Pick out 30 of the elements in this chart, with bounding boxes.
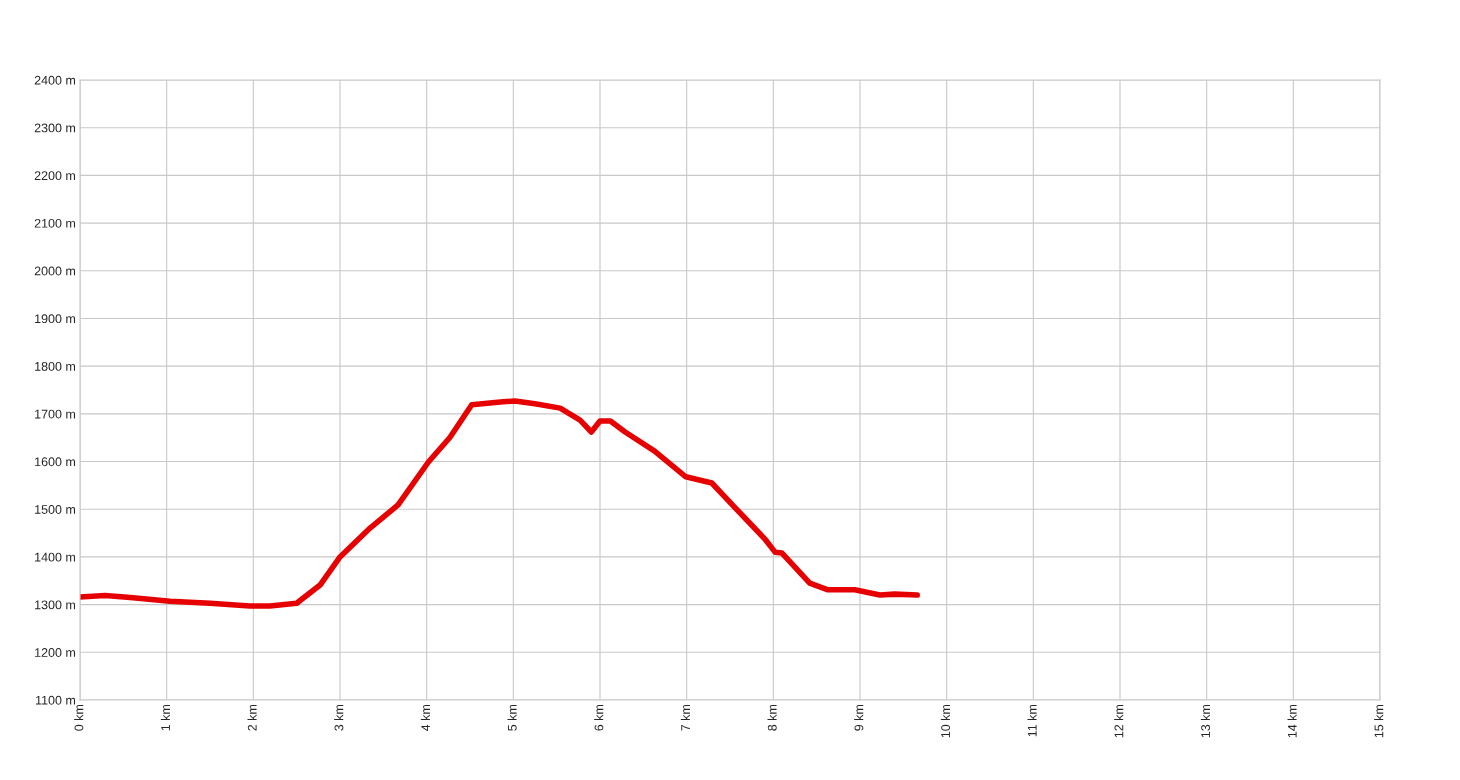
y-tick-label: 1200 m bbox=[35, 648, 76, 657]
x-tick-label: 5 km bbox=[507, 704, 517, 731]
y-tick-label: 2200 m bbox=[34, 171, 76, 181]
x-tick-label: 3 km bbox=[334, 704, 344, 731]
y-tick-label: 2400 m bbox=[34, 75, 76, 85]
x-tick-label: 6 km bbox=[594, 704, 604, 731]
x-tick-label: 14 km bbox=[1287, 704, 1297, 738]
y-tick-label: 1100 m bbox=[36, 695, 76, 705]
y-tick-label: 1600 m bbox=[35, 457, 76, 467]
y-tick-label: 2100 m bbox=[34, 218, 76, 228]
x-tick-label: 15 km bbox=[1374, 704, 1384, 738]
x-tick-label: 7 km bbox=[680, 704, 690, 731]
x-tick-label: 12 km bbox=[1114, 704, 1124, 738]
x-tick-label: 10 km bbox=[940, 704, 951, 738]
x-tick-label: 0 km bbox=[74, 704, 84, 731]
y-tick-label: 1500 m bbox=[35, 505, 76, 514]
y-tick-label: 1800 m bbox=[35, 361, 76, 371]
y-tick-label: 1300 m bbox=[35, 600, 76, 610]
x-tick-label: 2 km bbox=[247, 704, 257, 731]
y-tick-label: 1900 m bbox=[35, 314, 76, 324]
y-tick-label: 2300 m bbox=[34, 123, 76, 133]
x-tick-label: 1 km bbox=[160, 704, 170, 731]
x-tick-label: 8 km bbox=[767, 704, 777, 731]
y-tick-label: 1400 m bbox=[35, 552, 76, 562]
x-tick-label: 9 km bbox=[854, 704, 864, 731]
x-tick-label: 11 km bbox=[1027, 704, 1037, 737]
x-tick-label: 4 km bbox=[420, 704, 430, 731]
y-tick-label: 1700 m bbox=[35, 409, 76, 419]
x-tick-label: 13 km bbox=[1200, 704, 1211, 738]
y-tick-label: 2000 m bbox=[34, 266, 76, 276]
